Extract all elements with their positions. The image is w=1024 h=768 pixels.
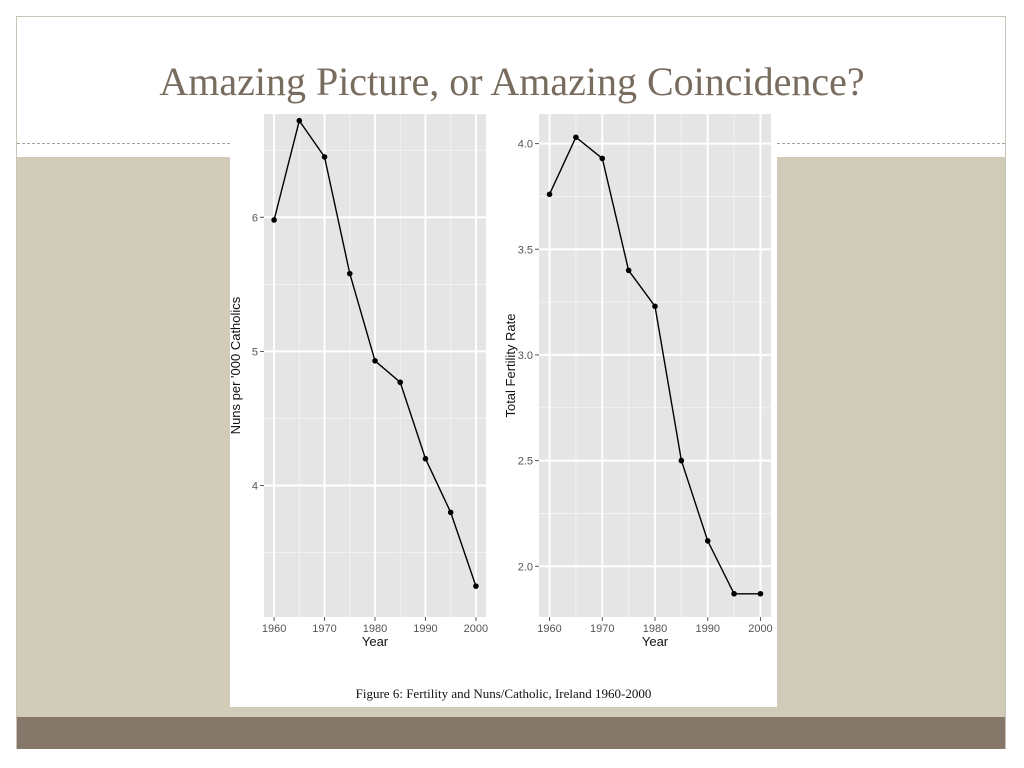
data-point <box>397 379 404 386</box>
y-tick-label: 5 <box>252 346 258 358</box>
x-axis-label: Year <box>642 634 669 649</box>
data-point <box>625 267 632 274</box>
footer-band <box>17 717 1005 749</box>
y-tick-label: 6 <box>252 212 258 224</box>
data-point <box>372 358 378 364</box>
figure-charts: 1960 1970 1980 1990 2000 4 5 6 Year Nuns per '000… <box>230 114 773 649</box>
x-tick-label: 1970 <box>312 623 336 635</box>
y-tick-label: 3.0 <box>518 350 533 362</box>
x-tick-label: 1960 <box>262 623 286 635</box>
y-axis-label: Nuns per '000 Catholics <box>230 296 243 434</box>
data-point <box>757 590 764 597</box>
y-tick-label: 4.0 <box>518 139 533 151</box>
slide-title: Amazing Picture, or Amazing Coincidence? <box>159 59 865 104</box>
data-point <box>573 134 579 141</box>
data-point <box>704 538 711 544</box>
x-tick-label: 1960 <box>537 623 561 635</box>
data-point <box>473 583 479 589</box>
x-tick-label: 1970 <box>590 623 614 635</box>
data-point <box>346 270 353 277</box>
figure-card: 1960 1970 1980 1990 2000 4 5 6 Year Nuns per '000… <box>230 114 777 707</box>
data-point <box>422 455 429 462</box>
y-axis-label: Total Fertility Rate <box>503 313 518 417</box>
x-axis-label: Year <box>362 634 389 649</box>
x-tick-label: 2000 <box>748 623 772 635</box>
data-point <box>731 590 737 597</box>
chart-2: 1960 1970 1980 1990 2000 2.0 2.5 3.0 3.5 4.0 Year T… <box>503 114 773 649</box>
data-point <box>271 217 277 223</box>
x-tick-label: 1980 <box>643 623 667 635</box>
data-point <box>546 191 553 198</box>
x-tick-label: 2000 <box>464 623 488 635</box>
data-point <box>678 457 685 464</box>
y-tick-label: 2.0 <box>518 561 533 573</box>
y-tick-label: 3.5 <box>518 244 533 256</box>
x-tick-label: 1990 <box>695 623 719 635</box>
data-point <box>321 154 328 160</box>
x-tick-label: 1990 <box>413 623 437 635</box>
data-point <box>599 155 606 162</box>
y-tick-label: 4 <box>252 481 258 493</box>
y-tick-label: 2.5 <box>518 456 533 468</box>
x-tick-label: 1980 <box>363 623 387 635</box>
data-point <box>447 509 454 516</box>
data-point <box>652 303 658 310</box>
data-point <box>296 117 303 124</box>
chart-1: 1960 1970 1980 1990 2000 4 5 6 Year Nuns per '000… <box>230 114 488 649</box>
figure-caption: Figure 6: Fertility and Nuns/Catholic, I… <box>355 686 652 701</box>
